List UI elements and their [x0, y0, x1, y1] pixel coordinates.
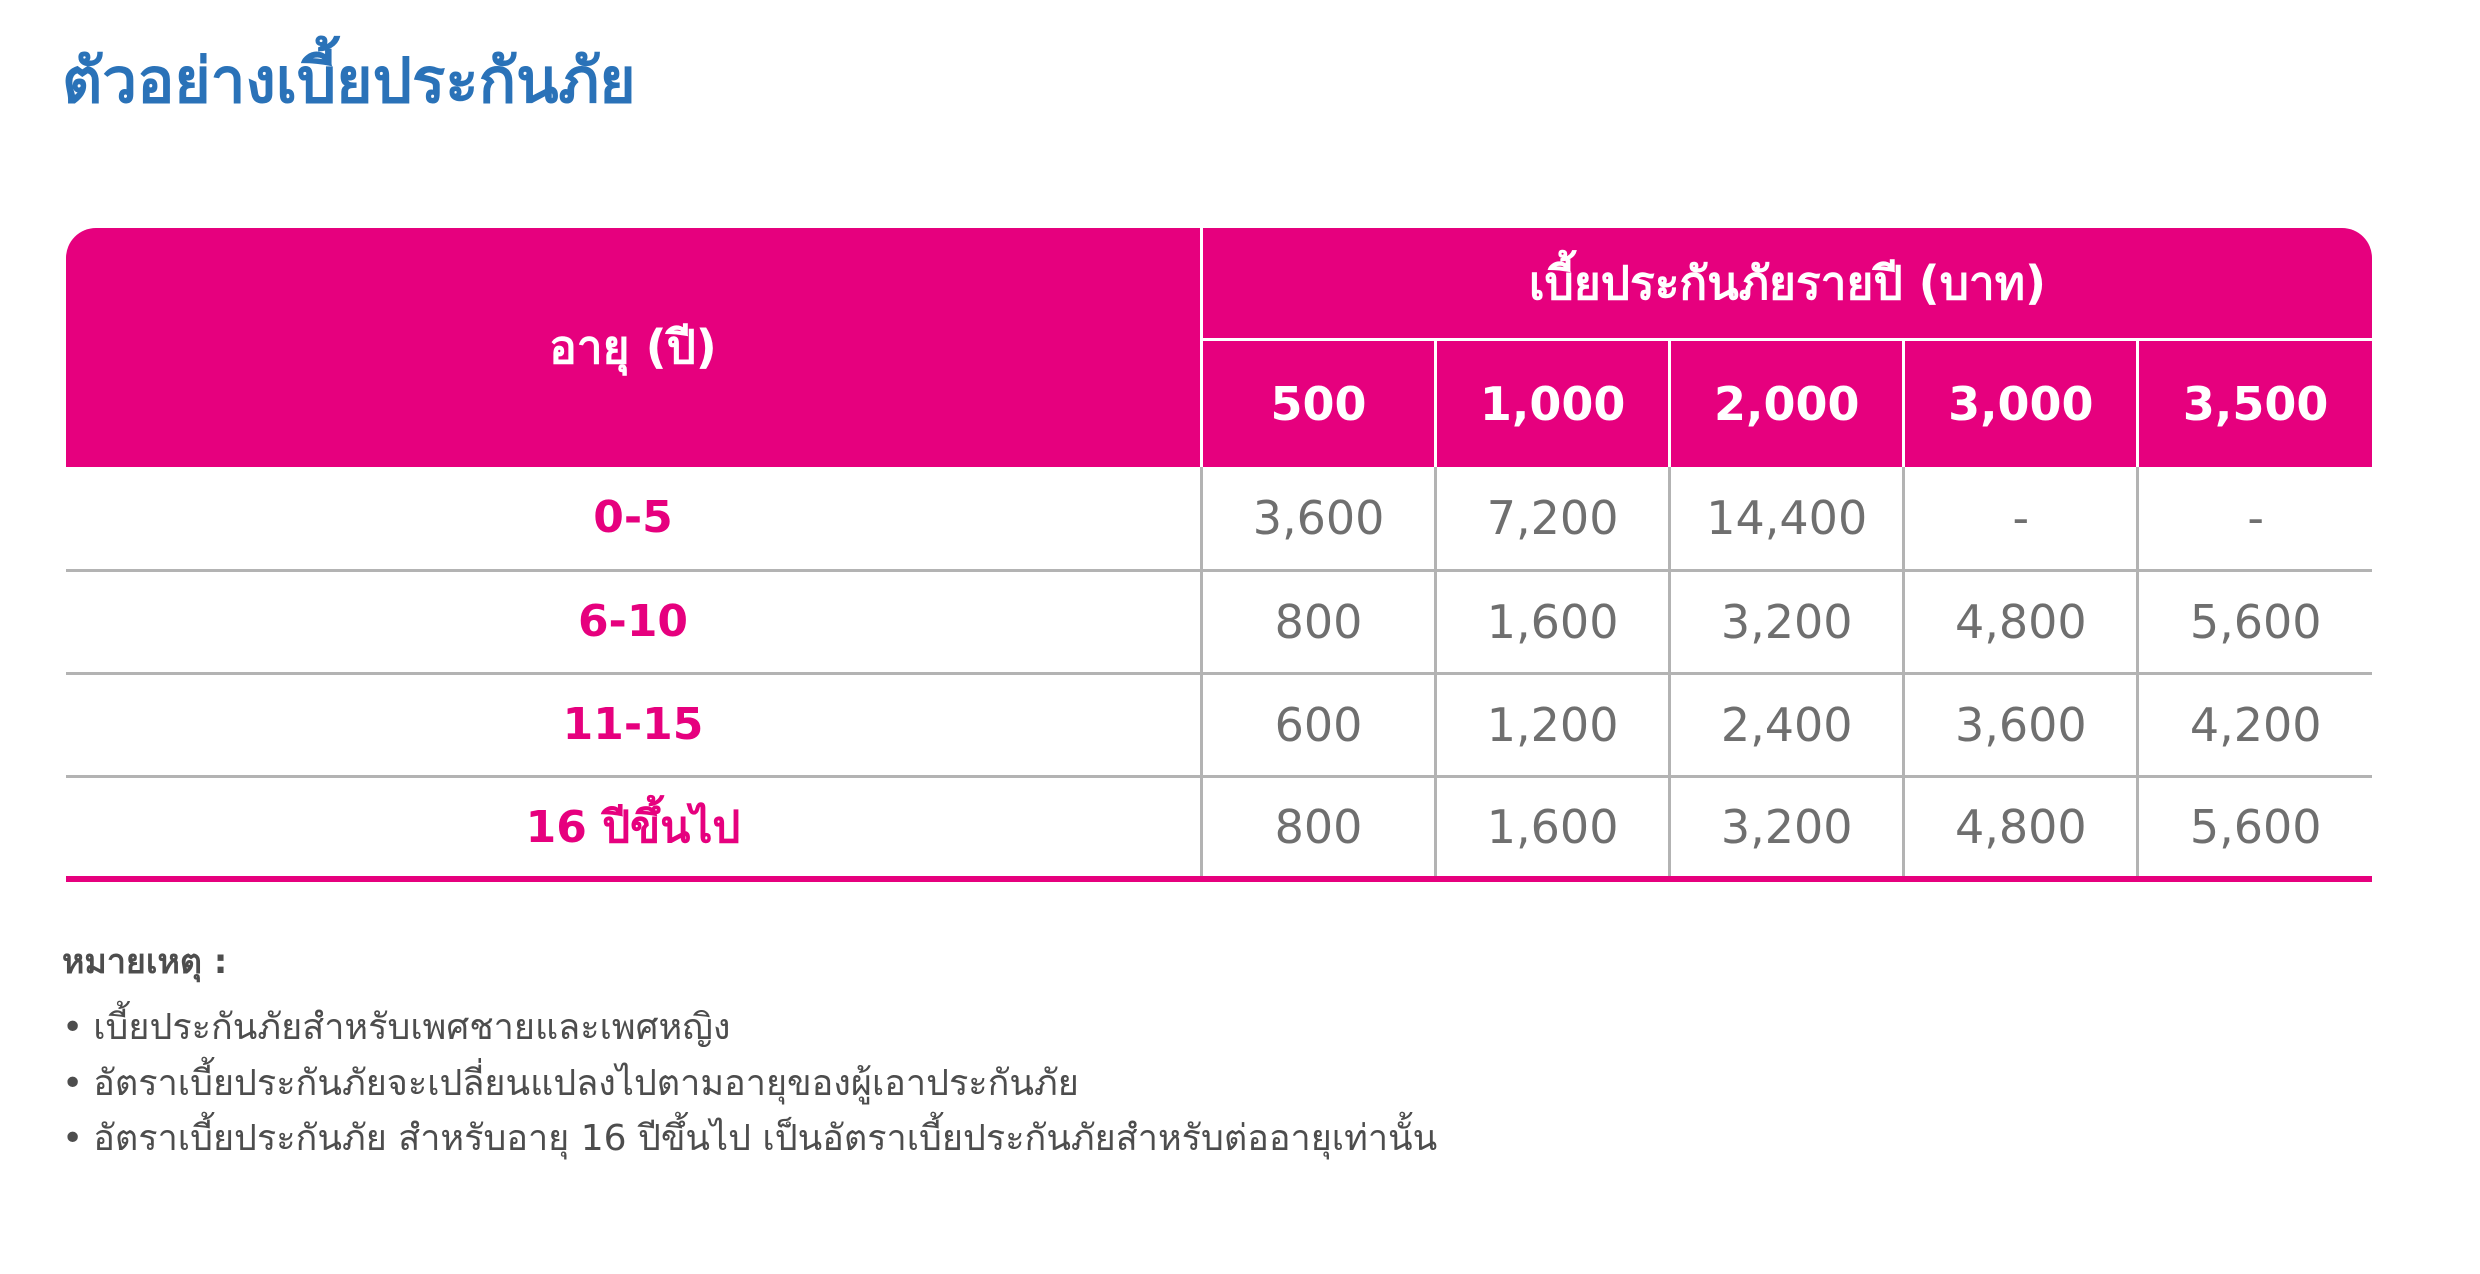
cell-premium-3000: 4,800: [1903, 570, 2140, 675]
bullet-icon: •: [62, 1062, 84, 1104]
column-header-amount-1000: 1,000: [1435, 339, 1672, 467]
column-header-amount-500: 500: [1201, 339, 1438, 467]
column-header-amount-3500: 3,500: [2137, 339, 2372, 467]
cell-premium-2000: 3,200: [1669, 570, 1906, 675]
cell-premium-3500: 5,600: [2137, 570, 2372, 675]
bullet-icon: •: [62, 1118, 84, 1160]
cell-age: 16 ปีขึ้นไป: [66, 776, 1203, 882]
column-header-amount-2000: 2,000: [1669, 339, 1906, 467]
cell-premium-500: 800: [1201, 776, 1438, 882]
cell-premium-1000: 1,200: [1435, 673, 1672, 778]
cell-premium-3000: -: [1903, 467, 2140, 572]
cell-premium-500: 3,600: [1201, 467, 1438, 572]
notes-title: หมายเหตุ :: [62, 942, 228, 982]
cell-premium-1000: 1,600: [1435, 570, 1672, 675]
cell-premium-3500: 4,200: [2137, 673, 2372, 778]
cell-age: 0-5: [66, 467, 1203, 572]
cell-premium-3000: 3,600: [1903, 673, 2140, 778]
table-body: 0-5 3,600 7,200 14,400 - - 6-10 800 1,60…: [66, 467, 2372, 882]
cell-premium-1000: 7,200: [1435, 467, 1672, 572]
premium-table-container: อายุ (ปี) เบี้ยประกันภัยรายปี (บาท) 500 …: [66, 228, 2372, 882]
note-text: เบี้ยประกันภัยสำหรับเพศชายและเพศหญิง: [93, 1006, 731, 1048]
table-header: อายุ (ปี) เบี้ยประกันภัยรายปี (บาท) 500 …: [66, 228, 2372, 467]
cell-premium-2000: 3,200: [1669, 776, 1906, 882]
table-header-row-amounts: 500 1,000 2,000 3,000 3,500: [66, 339, 2372, 467]
note-item: • อัตราเบี้ยประกันภัย สำหรับอายุ 16 ปีขึ้…: [62, 1111, 2362, 1167]
premium-table: อายุ (ปี) เบี้ยประกันภัยรายปี (บาท) 500 …: [66, 228, 2372, 882]
table-row: 0-5 3,600 7,200 14,400 - -: [66, 467, 2372, 572]
cell-premium-3000: 4,800: [1903, 776, 2140, 882]
cell-premium-500: 800: [1201, 570, 1438, 675]
cell-premium-3500: 5,600: [2137, 776, 2372, 882]
cell-premium-500: 600: [1201, 673, 1438, 778]
note-text: อัตราเบี้ยประกันภัย สำหรับอายุ 16 ปีขึ้น…: [93, 1118, 1438, 1160]
bullet-icon: •: [62, 1006, 84, 1048]
column-header-amount-3000: 3,000: [1903, 339, 2140, 467]
cell-premium-1000: 1,600: [1435, 776, 1672, 882]
note-item: • อัตราเบี้ยประกันภัยจะเปลี่ยนแปลงไปตามอา…: [62, 1056, 2362, 1112]
table-row: 16 ปีขึ้นไป 800 1,600 3,200 4,800 5,600: [66, 776, 2372, 882]
cell-premium-2000: 2,400: [1669, 673, 1906, 778]
table-row: 6-10 800 1,600 3,200 4,800 5,600: [66, 570, 2372, 675]
cell-age: 11-15: [66, 673, 1203, 778]
table-row: 11-15 600 1,200 2,400 3,600 4,200: [66, 673, 2372, 778]
notes-section: หมายเหตุ : • เบี้ยประกันภัยสำหรับเพศชายแล…: [62, 940, 2362, 1167]
page-title: ตัวอย่างเบี้ยประกันภัย: [62, 44, 636, 117]
column-header-annual-premium: เบี้ยประกันภัยรายปี (บาท): [1201, 228, 2372, 341]
cell-premium-2000: 14,400: [1669, 467, 1906, 572]
cell-premium-3500: -: [2137, 467, 2372, 572]
column-header-age: อายุ (ปี): [66, 228, 1203, 467]
note-text: อัตราเบี้ยประกันภัยจะเปลี่ยนแปลงไปตามอาย…: [93, 1062, 1079, 1104]
cell-age: 6-10: [66, 570, 1203, 675]
table-header-row-top: อายุ (ปี) เบี้ยประกันภัยรายปี (บาท): [66, 228, 2372, 467]
note-item: • เบี้ยประกันภัยสำหรับเพศชายและเพศหญิง: [62, 1000, 2362, 1056]
